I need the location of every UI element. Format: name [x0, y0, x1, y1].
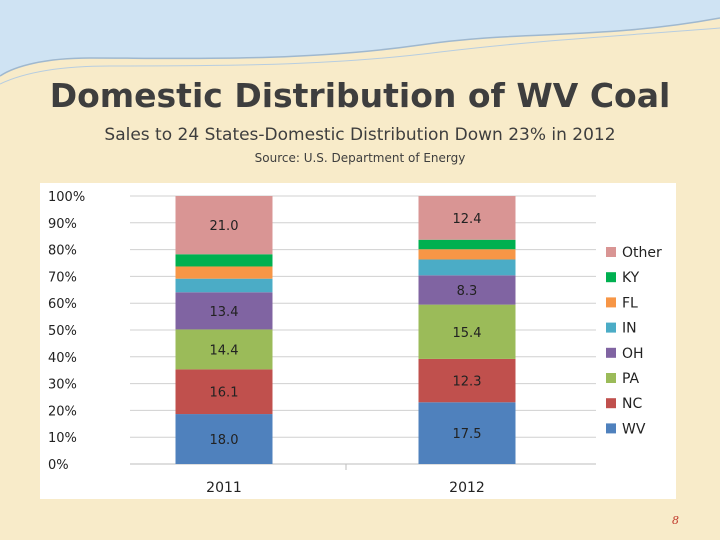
data-label: 14.4: [210, 343, 239, 358]
y-tick-label: 100%: [48, 190, 85, 205]
legend-label: NC: [622, 396, 642, 412]
legend-swatch: [606, 423, 616, 434]
data-label: 18.0: [210, 433, 239, 448]
y-tick-label: 20%: [48, 404, 77, 419]
legend-label: PA: [622, 371, 640, 387]
source-note: Source: U.S. Department of Energy: [254, 151, 466, 165]
legend-label: IN: [622, 321, 637, 337]
legend-swatch: [606, 247, 616, 257]
page-number: 8: [672, 514, 679, 527]
chart-panel: [40, 183, 676, 499]
data-label: 16.1: [210, 386, 239, 401]
legend-label: WV: [622, 421, 646, 437]
legend-label: KY: [622, 270, 640, 286]
legend-label: FL: [622, 295, 638, 311]
bar-segment-pa-2011: [175, 329, 273, 370]
bar-segment-oh-2011: [175, 292, 273, 330]
bar-segment-nc-2012: [418, 358, 516, 403]
y-tick-label: 30%: [48, 378, 77, 393]
data-label: 13.4: [210, 305, 239, 320]
bar-segment-wv-2012: [418, 402, 516, 464]
data-label: 12.3: [453, 375, 482, 390]
bar-segment-oh-2012: [418, 275, 516, 305]
bar-segment-other-2011: [175, 196, 273, 255]
bar-segment-in-2011: [175, 278, 273, 293]
bar-segment-nc-2011: [175, 369, 273, 415]
legend-swatch: [606, 272, 616, 283]
y-tick-label: 0%: [48, 458, 69, 473]
data-label: 15.4: [453, 326, 482, 341]
data-label: 17.5: [453, 427, 482, 442]
x-tick-label: 2012: [449, 480, 485, 496]
legend-swatch: [606, 347, 616, 358]
y-tick-label: 70%: [48, 270, 77, 285]
x-tick-label: 2011: [206, 480, 242, 496]
bar-segment-wv-2011: [175, 414, 273, 464]
legend-swatch: [606, 373, 616, 383]
slide-title: Domestic Distribution of WV Coal: [49, 76, 671, 115]
legend-label: Other: [622, 245, 662, 261]
y-tick-label: 40%: [48, 351, 77, 366]
y-tick-label: 10%: [48, 431, 77, 446]
bar-segment-ky-2012: [418, 239, 516, 250]
bar-segment-pa-2012: [418, 304, 516, 359]
bar-segment-ky-2011: [175, 254, 273, 267]
bar-segment-in-2012: [418, 259, 516, 276]
legend-swatch: [606, 322, 616, 333]
bar-segment-other-2012: [418, 196, 516, 240]
legend-swatch: [606, 398, 616, 409]
data-label: 8.3: [457, 284, 478, 299]
y-tick-label: 90%: [48, 217, 77, 232]
bar-segment-fl-2012: [418, 249, 516, 260]
legend-label: OH: [622, 346, 644, 362]
data-label: 21.0: [210, 219, 239, 234]
data-label: 12.4: [453, 212, 482, 227]
y-tick-label: 50%: [48, 324, 77, 339]
y-tick-label: 60%: [48, 297, 77, 312]
stacked-bar-chart: 0% 10% 20% 30% 40% 50% 60% 70% 80% 90% 100% 18.0 16.…: [48, 190, 662, 496]
bar-segment-fl-2011: [175, 266, 273, 279]
y-tick-label: 80%: [48, 244, 77, 259]
slide-subtitle: Sales to 24 States-Domestic Distribution…: [104, 125, 616, 145]
legend-swatch: [606, 297, 616, 308]
